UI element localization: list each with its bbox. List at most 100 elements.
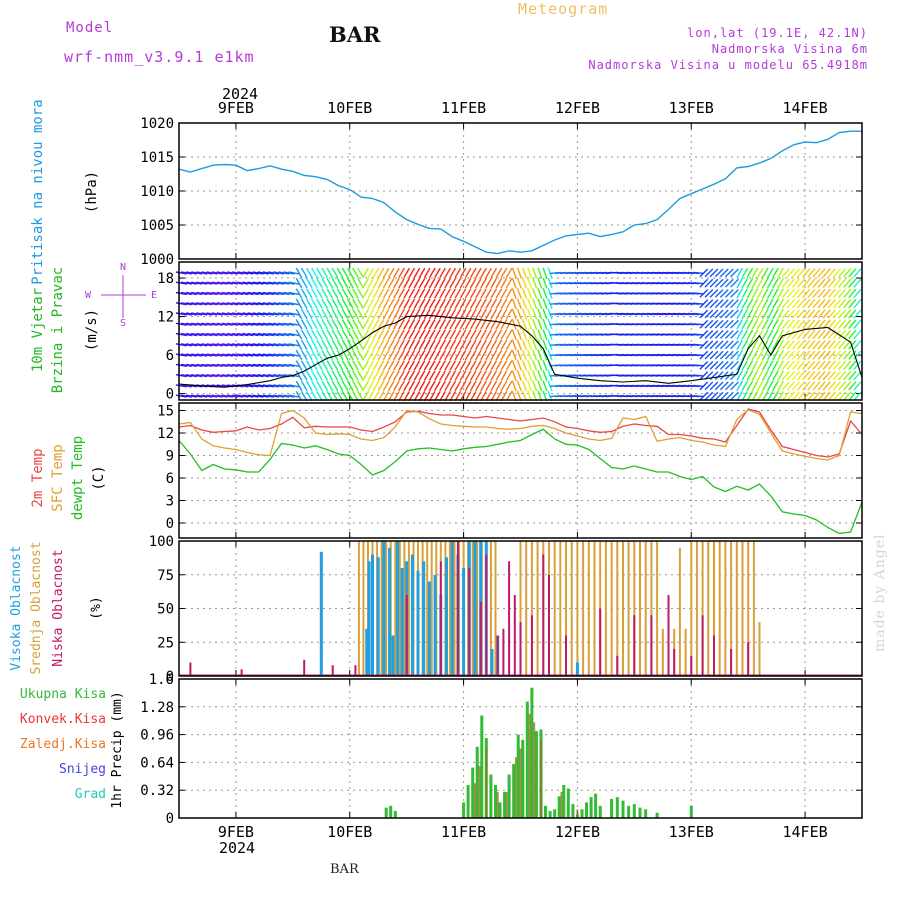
wind-arrow [341, 360, 349, 371]
wind-arrow [242, 363, 254, 367]
low-cloud-bar [667, 595, 670, 676]
wind-arrow [751, 370, 759, 381]
y-tick-label: 1010 [140, 184, 174, 200]
wind-arrow [336, 278, 344, 289]
wind-arrow [357, 370, 364, 381]
panel-frame [178, 678, 863, 819]
wind-arrow [398, 298, 405, 309]
low-cloud-bar [502, 628, 505, 677]
wind-arrow [211, 332, 223, 337]
wind-arrow [295, 360, 303, 371]
wind-arrow [495, 319, 503, 330]
wind-arrow [423, 288, 431, 299]
wind-arrow [288, 332, 300, 337]
wind-arrow [817, 391, 826, 401]
wind-arrow [257, 281, 269, 285]
wind-arrow [196, 343, 208, 347]
wind-arrow [848, 319, 857, 329]
wind-arrow [704, 289, 714, 298]
wind-arrow [278, 312, 290, 316]
wind-arrow [542, 359, 548, 371]
wind-arrow [516, 288, 522, 299]
wind-arrow [262, 343, 274, 347]
wind-arrow [817, 268, 826, 278]
wind-arrow [495, 360, 503, 371]
wind-arrow [341, 380, 349, 391]
wind-arrow [756, 380, 764, 391]
wind-arrow [500, 288, 508, 299]
wind-arrow [781, 391, 790, 401]
wind-arrow [398, 360, 405, 371]
wind-arrow [843, 360, 852, 371]
wind-arrow [377, 329, 385, 340]
wind-arrow [537, 359, 543, 371]
total-precip-bar [525, 701, 529, 818]
wind-arrow [206, 363, 218, 367]
wind-arrow [372, 360, 380, 371]
wind-arrow [714, 268, 724, 278]
wind-arrow [511, 359, 517, 371]
wind-arrow [756, 278, 764, 289]
wind-arrow [797, 309, 806, 319]
wind-arrow [393, 349, 400, 361]
wind-arrow [326, 380, 334, 391]
wind-arrow [736, 329, 744, 340]
wind-arrow [201, 394, 213, 398]
wind-arrow [827, 309, 836, 319]
wind-arrow [837, 288, 847, 299]
wind-arrow [704, 330, 714, 339]
wind-arrow [232, 353, 244, 357]
frz-precip-legend: Zaledj.Kisa [20, 737, 106, 752]
wind-arrow [843, 268, 852, 278]
bottom-date-label: 13FEB [669, 823, 714, 841]
wind-arrow [485, 370, 493, 381]
high-cloud-bar [575, 662, 579, 676]
wind-arrow [693, 374, 705, 377]
wind-arrow [267, 374, 280, 378]
wind-arrow [459, 288, 467, 299]
wind-arrow [474, 349, 482, 361]
wind-arrow [521, 298, 528, 310]
wind-arrow [398, 349, 405, 361]
wind-arrow [464, 298, 472, 309]
wind-arrow [781, 370, 790, 381]
wind-arrow [736, 288, 744, 299]
wind-arrow [537, 277, 543, 289]
low-cloud-bar [405, 595, 408, 676]
total-precip-bar [516, 734, 520, 818]
conv-precip-bar [576, 809, 579, 818]
compass-east-label: E [151, 290, 157, 301]
total-precip-bar [562, 785, 566, 818]
wind-arrow [704, 350, 714, 360]
wind-arrow [709, 340, 719, 350]
wind-arrow [196, 302, 208, 306]
wind-arrow [221, 302, 233, 306]
wind-arrow [408, 288, 416, 299]
wind-arrow [226, 343, 239, 347]
wind-arrow [725, 268, 734, 278]
wind-arrow [693, 395, 705, 398]
wind-arrow [252, 291, 264, 296]
wind-arrow [490, 339, 498, 350]
panel-frame [178, 402, 863, 539]
wind-arrow [326, 360, 334, 371]
wind-arrow [434, 288, 441, 299]
low-cloud-bar [331, 665, 334, 676]
wind-arrow [704, 381, 714, 391]
wind-arrow [485, 329, 493, 340]
wind-arrow [537, 318, 543, 330]
wind-arrow [418, 267, 426, 279]
wind-arrow [283, 363, 295, 367]
wind-arrow [403, 278, 411, 289]
total-precip-bar [632, 804, 636, 818]
wind-arrow [511, 380, 517, 392]
wind-arrow [822, 360, 831, 371]
wind-arrow [521, 267, 528, 279]
mid-cloud-bar [741, 541, 744, 676]
wind-arrow [791, 309, 801, 319]
conv-precip-bar [533, 722, 536, 818]
wind-arrow [699, 371, 709, 380]
wind-arrow [843, 309, 852, 319]
wind-arrow [725, 289, 734, 298]
wind-arrow [295, 349, 303, 361]
